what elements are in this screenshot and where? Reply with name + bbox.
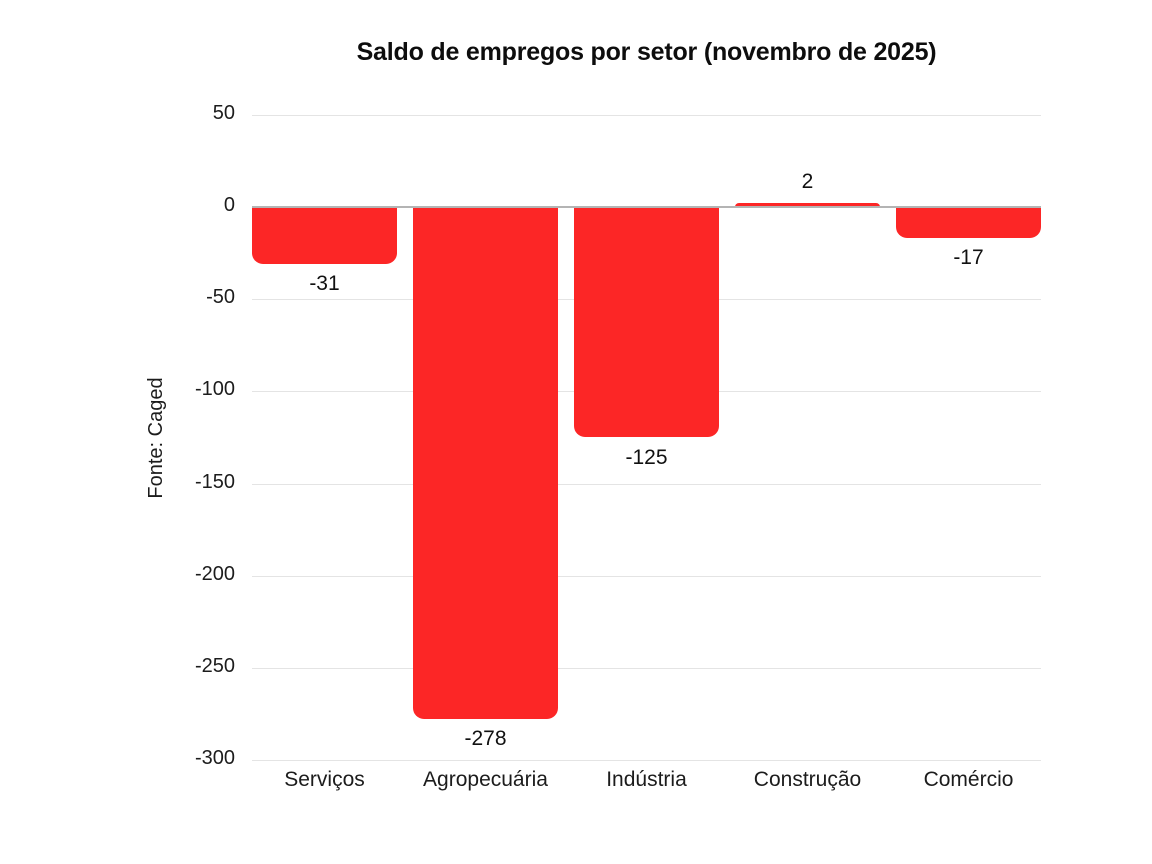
bar-value-label: -278 — [464, 727, 507, 751]
y-tick-label: -200 — [194, 562, 235, 585]
bar-3 — [574, 207, 719, 438]
y-tick-label: -150 — [194, 470, 235, 493]
gridline — [252, 760, 1041, 761]
gridline — [252, 115, 1041, 116]
x-tick-label: Comércio — [923, 768, 1014, 791]
gridline — [252, 483, 1041, 485]
chart-title: Saldo de empregos por setor (novembro de… — [356, 38, 937, 66]
bar-4 — [735, 203, 880, 208]
y-tick-label: 0 — [223, 194, 235, 217]
y-tick-label: -50 — [206, 286, 235, 309]
y-axis-label: Fonte: Caged — [145, 377, 167, 499]
gridline — [252, 667, 1041, 669]
bar-2 — [413, 207, 558, 720]
y-tick-label: -100 — [194, 378, 235, 401]
x-tick-label: Indústria — [606, 768, 687, 791]
y-tick-label: 50 — [212, 102, 235, 124]
zero-gridline — [252, 206, 1041, 209]
bar-value-label: 2 — [801, 170, 814, 194]
bar-value-label: -125 — [625, 445, 668, 469]
bar-value-label: -31 — [309, 272, 340, 296]
bar-5 — [896, 207, 1041, 239]
x-tick-label: Serviços — [284, 768, 365, 791]
gridline — [252, 575, 1041, 577]
y-tick-label: -300 — [194, 747, 235, 769]
y-tick-label: -250 — [194, 654, 235, 677]
bar-value-label: -17 — [953, 246, 984, 270]
x-tick-label: Agropecuária — [423, 768, 548, 791]
x-tick-label: Construção — [753, 768, 862, 791]
bar-1 — [252, 207, 397, 265]
